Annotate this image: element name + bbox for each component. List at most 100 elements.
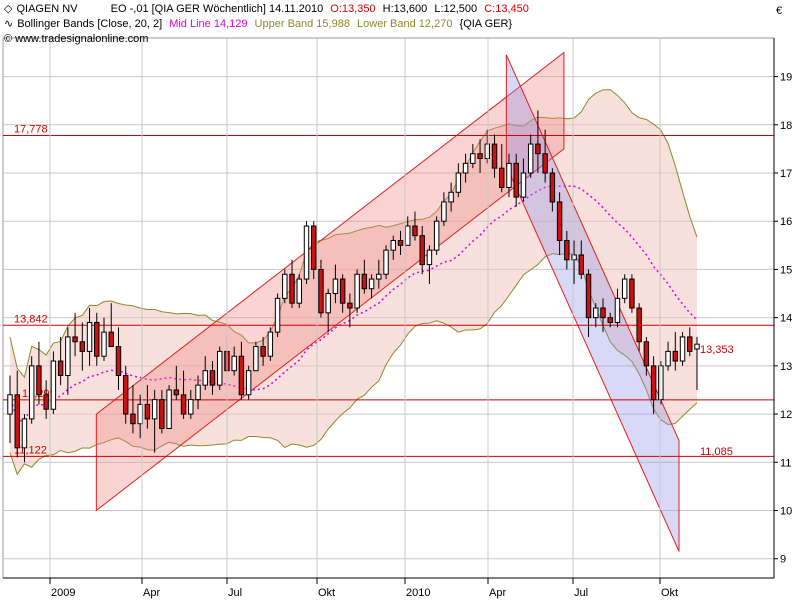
candle-body: [7, 394, 13, 415]
candle-body: [491, 143, 498, 169]
candle-body: [650, 365, 657, 401]
candle-body: [390, 240, 396, 251]
candle-body: [593, 307, 599, 319]
candle-body: [571, 254, 577, 261]
candle-body: [173, 389, 180, 396]
candle-body: [354, 273, 360, 309]
candle-body: [86, 321, 93, 352]
candle-body: [405, 225, 411, 246]
x-tick-label: Okt: [661, 587, 678, 599]
candle-body: [274, 297, 281, 333]
candle-body: [130, 413, 136, 425]
instrument-label: EO -,01 [QIA GER Wöchentlich] 14.11.2010: [110, 3, 324, 15]
candle-body: [166, 389, 172, 430]
candle-body: [564, 240, 570, 261]
candle-body: [470, 153, 476, 164]
candle-body: [441, 201, 447, 222]
indicator-source: {QIA GER}: [459, 18, 513, 30]
candle-body: [21, 418, 28, 449]
candle-body: [238, 355, 245, 396]
candle-body: [694, 343, 700, 350]
candle-body: [253, 346, 259, 372]
diamond-icon: ◇: [4, 3, 13, 15]
upper-band-value: Upper Band 15,988: [254, 18, 350, 30]
candle-body: [462, 162, 469, 174]
candle-body: [115, 346, 122, 377]
candle-body: [419, 235, 425, 266]
candle-body: [195, 384, 201, 401]
candle-body: [188, 399, 194, 415]
candle-body: [535, 143, 541, 155]
candle-body: [629, 278, 635, 309]
candle-body: [607, 317, 613, 323]
bollinger-upper-band: [9, 89, 698, 379]
candle-body: [376, 273, 382, 280]
candle-body: [79, 341, 86, 352]
candle-body: [159, 399, 165, 430]
candle-body: [455, 172, 462, 193]
candle-body: [318, 268, 324, 314]
indicator-label: Bollinger Bands [Close, 20, 2]: [17, 18, 163, 30]
level-label: 11,085: [700, 446, 733, 458]
candle-body: [43, 394, 49, 410]
candle-body: [383, 249, 389, 275]
open-value: O:13,350: [330, 3, 376, 15]
y-tick-label: 16: [780, 216, 792, 228]
candle-body: [506, 162, 512, 188]
candle-body: [282, 273, 288, 299]
header-line-2: ∿ Bollinger Bands [Close, 20, 2] Mid Line…: [4, 18, 516, 30]
candle-body: [621, 278, 628, 299]
y-tick-label: 14: [780, 313, 792, 325]
candle-body: [578, 254, 585, 275]
y-tick-label: 18: [780, 120, 792, 132]
candle-body: [303, 225, 310, 280]
bollinger-mid-line: [9, 185, 698, 423]
level-label: 17,778: [14, 123, 48, 135]
candle-body: [202, 370, 208, 386]
lower-band-value: Lower Band 12,270: [357, 18, 453, 30]
y-tick-label: 12: [780, 409, 792, 421]
x-tick-label: Jul: [574, 587, 588, 599]
x-tick-label: 2009: [51, 587, 75, 599]
candle-body: [50, 360, 57, 410]
y-tick-label: 15: [780, 264, 792, 276]
last-price-label: 13,353: [700, 344, 734, 356]
candle-body: [14, 394, 20, 449]
source-label: © www.tradesignalonline.com: [4, 33, 149, 45]
candle-body: [311, 225, 317, 270]
candle-body: [542, 153, 548, 174]
candle-body: [585, 273, 592, 319]
candle-body: [527, 143, 534, 174]
candle-body: [57, 360, 64, 376]
x-tick-label: Apr: [143, 587, 160, 599]
candle-body: [679, 336, 686, 362]
candle-body: [433, 220, 440, 251]
candle-body: [614, 297, 621, 323]
x-tick-label: Jul: [228, 587, 242, 599]
trend-channel-down: [505, 54, 680, 552]
candle-body: [36, 365, 42, 396]
candle-body: [687, 336, 693, 352]
candle-body: [94, 321, 100, 357]
header-line-3: © www.tradesignalonline.com: [4, 33, 152, 45]
header-line-1: ◇ QIAGEN NV EO -,01 [QIA GER Wöchentlich]…: [4, 3, 533, 15]
high-value: H:13,600: [382, 3, 428, 15]
candle-body: [209, 370, 216, 386]
candle-body: [347, 302, 353, 309]
candle-body: [368, 278, 375, 290]
candle-body: [180, 394, 187, 415]
x-tick-label: Okt: [318, 587, 335, 599]
candle-body: [101, 331, 107, 357]
candle-body: [672, 350, 679, 362]
candle-body: [426, 249, 433, 266]
candle-body: [216, 350, 223, 386]
candle-body: [296, 278, 302, 304]
candle-body: [325, 293, 331, 314]
candle-body: [397, 240, 404, 246]
trend-channel-up: [95, 51, 565, 512]
candle-body: [361, 273, 368, 290]
candle-body: [245, 370, 252, 396]
y-tick-label: 17: [780, 168, 792, 180]
